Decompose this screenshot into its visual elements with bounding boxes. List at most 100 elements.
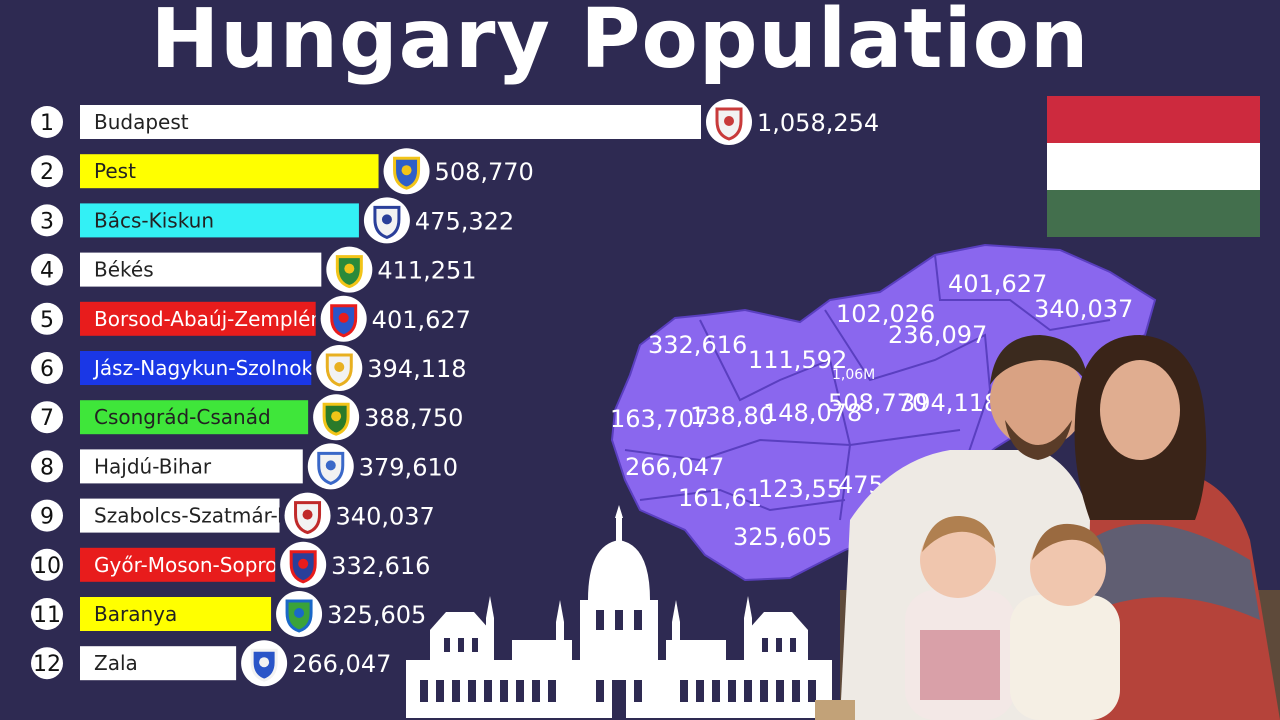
bar-row: 7 Csongrád-Csanád 388,750 [31, 394, 463, 441]
bar [80, 498, 280, 533]
rank-label: 10 [33, 554, 61, 579]
emblem-charge-icon [334, 362, 345, 372]
bar [80, 301, 316, 336]
rank-label: 2 [40, 160, 54, 185]
rank-badge [31, 106, 63, 138]
emblem-charge-icon [302, 509, 313, 520]
rank-badge [31, 450, 63, 483]
emblem-charge-icon [331, 411, 342, 422]
map-value-label: 236,097 [888, 321, 987, 349]
bar [80, 646, 237, 681]
rank-label: 6 [40, 357, 54, 382]
value-label: 411,251 [377, 257, 476, 285]
category-label: Bács-Kiskun [94, 208, 214, 232]
rank-badge [31, 598, 63, 630]
county-border [699, 319, 852, 521]
map-value-label: 325,605 [733, 523, 832, 551]
bar-row: 2 Pest 508,770 [31, 148, 534, 195]
map-value-label: 102,026 [836, 300, 935, 328]
bar [80, 252, 322, 287]
category-label: Budapest [94, 110, 189, 134]
county-border [639, 488, 846, 512]
hungary-flag-icon [1047, 96, 1260, 237]
county-border [824, 309, 992, 479]
map-value-label: 332,616 [648, 331, 747, 359]
category-label: Baranya [94, 602, 177, 626]
bar [80, 351, 312, 385]
bar [80, 400, 309, 435]
rank-badge [31, 647, 63, 680]
emblem-charge-icon [298, 558, 309, 569]
emblem-charge-icon [381, 214, 392, 225]
bar-row: 5 Borsod-Abaúj-Zemplén 401,627 [31, 295, 471, 342]
value-label: 401,627 [372, 306, 471, 334]
category-label: Jász-Nagykun-Szolnok [92, 356, 313, 380]
value-label: 325,605 [327, 601, 426, 629]
bar-row: 8 Hajdú-Bihar 379,610 [31, 443, 458, 490]
emblem-charge-icon [294, 608, 305, 618]
map-value-label: 266,047 [625, 453, 724, 481]
bar-row: 3 Bács-Kiskun 475,322 [31, 197, 514, 244]
value-label: 388,750 [364, 404, 463, 432]
rank-label: 12 [33, 652, 61, 677]
value-label: 508,770 [435, 158, 534, 186]
category-label: Hajdú-Bihar [94, 454, 212, 478]
map-value-label: 163,707 [610, 405, 709, 433]
category-label: Békés [94, 258, 154, 282]
rank-label: 1 [40, 111, 54, 136]
value-label: 1,058,254 [757, 109, 879, 137]
value-label: 340,037 [336, 503, 435, 531]
emblem-charge-icon [259, 657, 270, 668]
flag-stripe-red [1047, 96, 1260, 143]
flag-stripe-white [1047, 143, 1260, 190]
rank-badge [31, 548, 63, 581]
rank-label: 5 [40, 308, 54, 333]
bar [80, 105, 701, 139]
rank-badge [31, 401, 63, 434]
rank-label: 11 [33, 603, 61, 628]
value-label: 332,616 [331, 552, 430, 580]
value-label: 475,322 [415, 207, 514, 235]
bar-row: 12 Zala 266,047 [31, 640, 391, 687]
bar [80, 154, 379, 189]
map-value-label: 1,06M [832, 367, 875, 383]
rank-badge [31, 253, 63, 286]
map-value-label: 148,078 [763, 399, 862, 427]
rank-label: 8 [40, 455, 54, 480]
map-value-label: 161,61 [678, 484, 762, 512]
category-label: Csongrád-Csanád [94, 405, 271, 429]
rank-badge [31, 204, 63, 237]
rank-badge [31, 302, 63, 335]
category-label: Győr-Moson-Sopron [94, 553, 290, 577]
rank-label: 7 [40, 406, 54, 431]
category-label: Borsod-Abaúj-Zemplén [94, 307, 323, 331]
map-value-label: 138,80 [690, 402, 774, 430]
county-border [934, 254, 1111, 332]
bar-row: 10 Győr-Moson-Sopron 332,616 [31, 541, 430, 588]
emblem-charge-icon [325, 460, 336, 471]
emblem-charge-icon [401, 165, 412, 176]
category-label: Pest [94, 159, 136, 183]
rank-label: 3 [40, 209, 54, 234]
bar-row: 9 Szabolcs-Szatmár-Bereg 340,037 [31, 492, 435, 539]
county-border [624, 429, 961, 462]
emblem-charge-icon [724, 116, 734, 126]
flag-stripe-green [1047, 190, 1260, 237]
rank-label: 9 [40, 505, 54, 530]
bar [80, 597, 272, 631]
rank-badge [31, 155, 63, 188]
bar-row: 1 Budapest 1,058,254 [31, 99, 879, 145]
rank-badge [31, 499, 63, 532]
bar [80, 547, 276, 582]
category-label: Zala [94, 651, 138, 675]
map-value-label: 111,592 [748, 346, 847, 374]
map-value-label: 508,770 [828, 389, 927, 417]
map-value-label: 401,627 [948, 270, 1047, 298]
map-value-label: 394,118 [900, 389, 999, 417]
category-label: Szabolcs-Szatmár-Bereg [94, 504, 336, 528]
bar-row: 11 Baranya 325,605 [31, 591, 426, 637]
page-title: Hungary Population [150, 0, 1090, 87]
